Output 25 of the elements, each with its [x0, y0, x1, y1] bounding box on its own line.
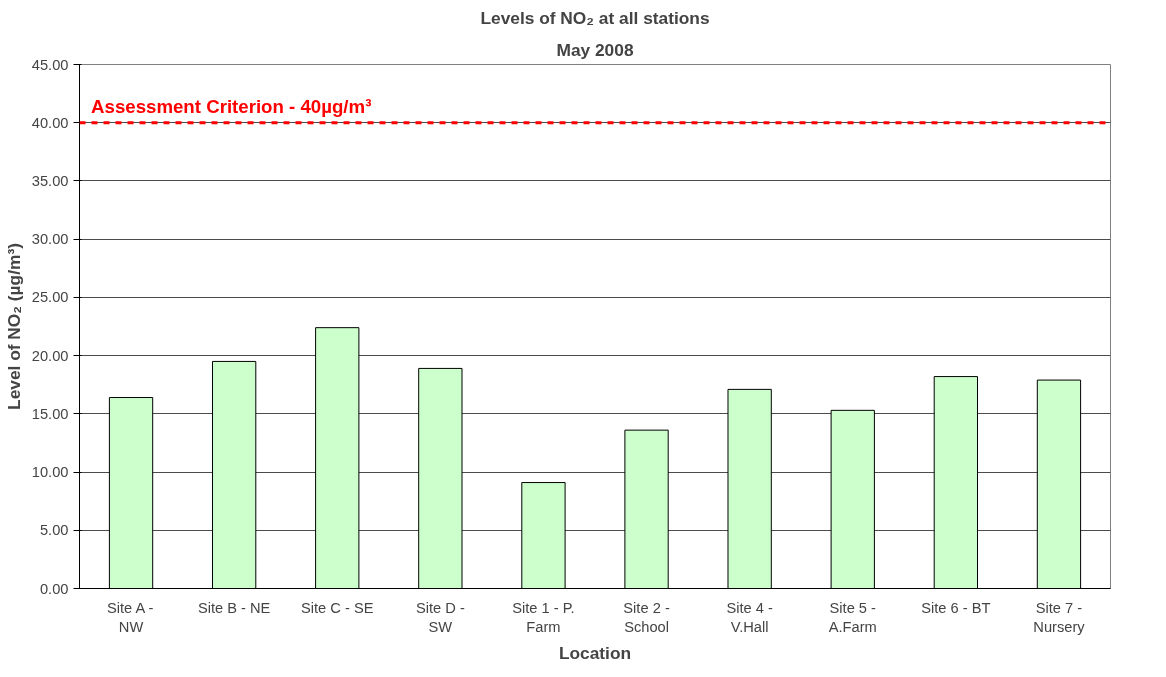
y-tick-label: 10.00	[31, 464, 69, 481]
x-tick-label: Site 7 - Nursery	[1033, 599, 1086, 635]
x-tick-label: Site 6 - BT	[921, 599, 991, 616]
chart-subtitle: May 2008	[556, 39, 634, 60]
y-tick-label: 0.00	[39, 580, 69, 597]
ref-line-label: Assessment Criterion - 40µg/m³	[91, 95, 372, 117]
x-axis-title: Location	[558, 642, 632, 663]
x-tick-label: Site 4 - V.Hall	[726, 599, 773, 635]
y-tick-label: 20.00	[31, 347, 69, 364]
x-tick-label: Site A - NW	[107, 599, 154, 635]
y-tick-label: 5.00	[39, 522, 69, 539]
y-tick-label: 35.00	[31, 172, 69, 189]
y-axis-title: Level of NO₂ (µg/m³)	[3, 243, 24, 410]
y-tick-label: 30.00	[31, 231, 69, 248]
y-tick-label: 15.00	[31, 405, 69, 422]
chart-title: Levels of NO₂ at all stations	[480, 7, 710, 28]
y-tick-label: 25.00	[31, 289, 69, 306]
x-tick-label: Site D - SW	[415, 599, 465, 635]
x-tick-label: Site C - SE	[301, 599, 374, 616]
x-tick-label: Site B - NE	[197, 599, 271, 616]
y-tick-label: 45.00	[31, 56, 69, 73]
x-tick-label: Site 5 - A.Farm	[828, 599, 877, 635]
y-tick-label: 40.00	[31, 114, 69, 131]
x-tick-label: Site 1 - P. Farm	[512, 599, 575, 635]
x-tick-label: Site 2 - School	[623, 599, 670, 635]
